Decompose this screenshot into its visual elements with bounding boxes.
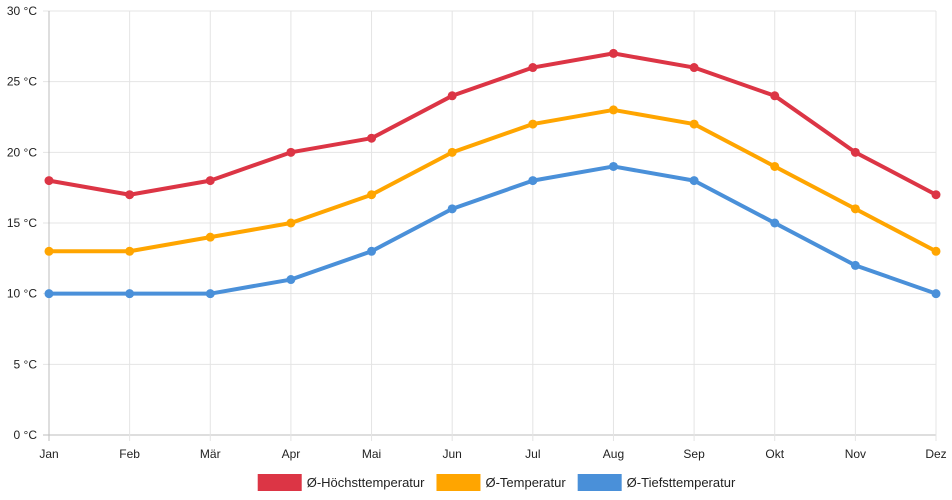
data-point[interactable] [367,246,377,256]
x-tick-label: Jan [39,447,58,461]
data-point[interactable] [850,147,860,157]
x-tick-label: Mär [200,447,221,461]
data-point[interactable] [770,218,780,228]
data-point[interactable] [689,63,699,73]
x-tick-label: Aug [603,447,624,461]
x-tick-label: Mai [362,447,381,461]
data-point[interactable] [689,119,699,129]
series-1 [44,105,941,256]
series-line [47,51,938,197]
data-point[interactable] [447,204,457,214]
data-point[interactable] [850,204,860,214]
x-tick-label: Sep [683,447,705,461]
data-point[interactable] [528,119,538,129]
data-point[interactable] [770,91,780,101]
grid [43,10,937,441]
data-point[interactable] [447,91,457,101]
data-point[interactable] [447,147,457,157]
legend: Ø-Höchsttemperatur Ø-Temperatur Ø-Tiefstte… [257,474,736,491]
data-point[interactable] [44,289,54,299]
data-point[interactable] [125,289,135,299]
y-tick-label: 30 °C [7,4,37,18]
legend-swatch [436,474,481,491]
data-point[interactable] [931,246,941,256]
legend-item[interactable]: Ø-Tiefsttemperatur [577,474,736,491]
x-axis-ticks: Jan Feb Mär Apr Mai Jun Jul Aug Sep Okt Nov Dez [39,447,946,461]
data-point[interactable] [608,105,618,115]
y-tick-label: 10 °C [7,287,37,301]
data-point[interactable] [286,218,296,228]
data-point[interactable] [125,190,135,200]
x-tick-label: Jun [443,447,462,461]
legend-item[interactable]: Ø-Temperatur [436,474,566,491]
data-point[interactable] [367,133,377,143]
data-point[interactable] [689,176,699,186]
y-tick-label: 5 °C [14,357,38,371]
x-tick-label: Dez [925,447,946,461]
series-line [47,107,938,254]
y-tick-label: 15 °C [7,216,37,230]
data-point[interactable] [608,161,618,171]
legend-swatch [257,474,302,491]
data-point[interactable] [205,176,215,186]
x-tick-label: Feb [119,447,140,461]
data-point[interactable] [286,275,296,285]
data-point[interactable] [528,176,538,186]
series-0 [44,48,941,200]
data-point[interactable] [44,176,54,186]
legend-label: Ø-Tiefsttemperatur [627,475,736,490]
data-point[interactable] [850,260,860,270]
series-2 [44,161,941,299]
y-tick-label: 25 °C [7,75,37,89]
data-point[interactable] [205,232,215,242]
data-point[interactable] [286,147,296,157]
x-tick-label: Okt [765,447,784,461]
x-tick-label: Apr [282,447,301,461]
x-tick-label: Nov [845,447,866,461]
data-point[interactable] [528,63,538,73]
data-point[interactable] [125,246,135,256]
data-point[interactable] [770,161,780,171]
data-point[interactable] [931,190,941,200]
legend-label: Ø-Höchsttemperatur [307,475,425,490]
data-point[interactable] [367,190,377,200]
series-lines [44,48,941,299]
x-tick-label: Jul [525,447,540,461]
y-tick-label: 0 °C [14,428,38,442]
data-point[interactable] [931,289,941,299]
data-point[interactable] [608,48,618,58]
y-axis-ticks: 0 °C 5 °C 10 °C 15 °C 20 °C 25 °C 30 °C [7,4,37,442]
data-point[interactable] [44,246,54,256]
legend-swatch [577,474,622,491]
y-tick-label: 20 °C [7,145,37,159]
legend-label: Ø-Temperatur [485,475,566,490]
data-point[interactable] [205,289,215,299]
series-line [47,164,938,296]
legend-item[interactable]: Ø-Höchsttemperatur [257,474,425,491]
